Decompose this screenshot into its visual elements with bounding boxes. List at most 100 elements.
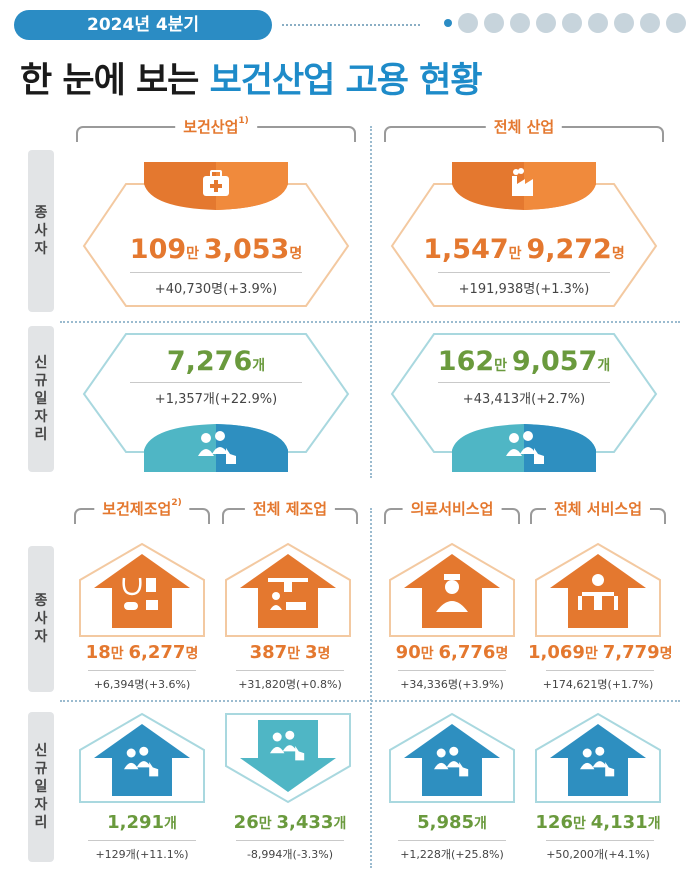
workers-down-icon [270,730,305,761]
side-label-employees-top: 종 사 자 [28,150,54,312]
bracket-all-svc: 전체 서비스업 [530,498,666,524]
unit-part: 개 [474,816,487,832]
medical-svc-jobs-value: 5,985개 [384,812,520,833]
hexagon-card-health-employees [82,162,350,307]
category-label: 의료서비스업 [402,498,502,519]
medical-svc-employees-value: 90만 6,776명 [384,642,520,663]
hexagon-card-health-newjobs [82,333,350,472]
syringe-icon [536,13,556,33]
bracket-medical-svc: 의료서비스업 [384,498,520,524]
number-part: 4,131 [590,812,648,833]
health-newjobs-value: 7,276개 [76,346,356,377]
number-part: 7,779 [602,642,660,663]
unit-part: 만 [584,646,603,662]
category-label-text: 전체 산업 [493,118,555,136]
number-part: 3,053 [203,234,290,265]
medical-svc-jobs-delta: +1,228개(+25.8%) [400,848,504,861]
row-separator [60,321,680,323]
header-icon-strip [424,12,686,34]
all-mfg-jobs-value: 26만 3,433개 [222,812,358,833]
number-part: 26 [233,812,259,833]
footnote-mark: 1) [238,116,249,126]
value-underline [438,272,610,273]
bracket-health-industry: 보건산업1) [76,116,356,142]
medical-equipment-icon [122,577,158,610]
unit-part: 명 [289,246,303,262]
unit-part: 명 [317,646,331,662]
health-mfg-jobs-value: 1,291개 [74,812,210,833]
column-separator [370,126,372,478]
pill-icon [458,13,478,33]
value-underline [398,840,506,841]
health-employees-value: 109만 3,053명 [76,234,356,265]
number-part: 9,057 [511,346,598,377]
category-label: 보건제조업2) [94,498,190,519]
bed-icon [562,13,582,33]
column-separator [370,508,372,868]
number-part: 1,547 [423,234,509,265]
unit-part: 만 [186,246,204,262]
side-label-text: 신 규 일 자 리 [34,743,48,831]
bracket-health-mfg: 보건제조업2) [74,498,210,524]
category-label-text: 전체 제조업 [252,500,328,518]
value-underline [438,382,610,383]
category-label-text: 보건제조업 [102,500,172,518]
category-label-text: 의료서비스업 [410,500,494,518]
page-title: 한 눈에 보는 보건산업 고용 현황 [20,52,483,103]
number-part: 90 [395,642,421,663]
iv-icon [510,13,530,33]
unit-part: 만 [420,646,439,662]
assembly-line-icon [268,578,308,610]
arrow-card-all-mfg-jobs [225,713,351,804]
health-mfg-employees-delta: +6,394명(+3.6%) [93,678,191,691]
medical-svc-employees-delta: +34,336명(+3.9%) [400,678,504,691]
number-part: 387 [249,642,288,663]
number-part: 7,276 [166,346,253,377]
hexagon-card-all-employees [390,162,658,307]
arrow-card-health-mfg-jobs [79,712,205,803]
health-newjobs-delta: +1,357개(+22.9%) [154,392,278,407]
side-label-text: 종 사 자 [34,593,48,645]
value-underline [546,670,654,671]
header-dotted-line [282,24,420,26]
unit-part: 만 [572,816,591,832]
house-card-all-svc [535,542,661,637]
unit-part: 만 [494,358,512,374]
all-mfg-jobs-delta: -8,994개(-3.3%) [246,848,334,861]
bandage-icon [640,13,660,33]
workers-up-icon [124,746,159,777]
mortar-icon [614,13,634,33]
side-label-text: 신 규 일 자 리 [34,355,48,443]
workers-up-icon [434,746,469,777]
value-underline [398,670,506,671]
unit-part: 명 [185,646,199,662]
number-part: 109 [129,234,187,265]
category-label: 전체 산업 [485,116,563,137]
all-svc-jobs-value: 126만 4,131개 [528,812,668,833]
footnote-mark: 2) [171,498,182,508]
side-label-text: 종 사 자 [34,205,48,257]
all-mfg-employees-value: 387만 3명 [222,642,358,663]
all-employees-value: 1,547만 9,272명 [384,234,664,265]
value-underline [88,840,196,841]
hexagon-card-all-newjobs [390,333,658,472]
unit-part: 명 [659,646,673,662]
category-label: 보건산업1) [175,116,257,137]
unit-part: 개 [597,358,611,374]
number-part: 1,069 [528,642,585,663]
number-part: 1,291 [107,812,165,833]
all-svc-employees-delta: +174,621명(+1.7%) [542,678,654,691]
unit-part: 만 [508,246,527,262]
value-underline [130,382,302,383]
workers-icon [198,431,236,464]
number-part: 18 [85,642,111,663]
unit-part: 명 [611,246,625,262]
number-part: 3,433 [276,812,334,833]
unit-part: 만 [258,816,277,832]
side-label-newjobs-bottom: 신 규 일 자 리 [28,712,54,862]
number-part: 6,277 [128,642,186,663]
value-underline [546,840,654,841]
number-part: 126 [535,812,573,833]
number-part: 3 [304,642,318,663]
dot-icon [444,19,452,27]
